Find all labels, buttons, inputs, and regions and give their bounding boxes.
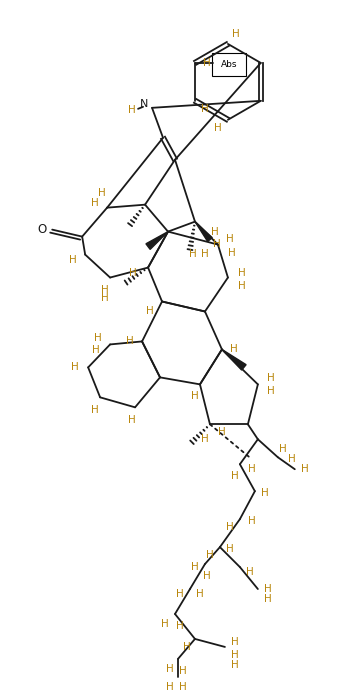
Text: H: H bbox=[211, 227, 219, 236]
Text: H: H bbox=[201, 435, 209, 444]
Text: H: H bbox=[267, 374, 275, 383]
Text: H: H bbox=[94, 333, 102, 344]
Text: H: H bbox=[166, 682, 174, 692]
Text: H: H bbox=[238, 267, 246, 278]
Text: H: H bbox=[91, 405, 99, 415]
Polygon shape bbox=[195, 222, 212, 242]
Text: H: H bbox=[226, 544, 234, 554]
Text: H: H bbox=[214, 123, 222, 133]
Text: H: H bbox=[230, 344, 238, 354]
Text: H: H bbox=[226, 234, 234, 244]
Text: H: H bbox=[191, 392, 199, 401]
Text: H: H bbox=[69, 254, 77, 265]
Text: H: H bbox=[267, 387, 275, 396]
Polygon shape bbox=[146, 231, 168, 249]
Text: H: H bbox=[226, 522, 234, 532]
Text: H: H bbox=[246, 567, 254, 577]
Text: H: H bbox=[126, 336, 134, 346]
Text: H: H bbox=[161, 619, 169, 629]
Text: H: H bbox=[264, 584, 272, 594]
Text: H: H bbox=[213, 238, 221, 249]
Text: H: H bbox=[203, 571, 211, 581]
Text: Abs: Abs bbox=[221, 60, 237, 69]
Text: H: H bbox=[183, 642, 191, 652]
FancyBboxPatch shape bbox=[211, 53, 246, 76]
Text: H: H bbox=[206, 550, 214, 560]
Text: H: H bbox=[128, 415, 136, 426]
Text: H: H bbox=[101, 292, 109, 303]
Text: H: H bbox=[196, 589, 204, 599]
Text: H: H bbox=[232, 29, 240, 39]
Text: H: H bbox=[71, 362, 79, 372]
Text: H: H bbox=[288, 454, 296, 464]
Text: H: H bbox=[166, 664, 174, 674]
Text: H: H bbox=[179, 666, 187, 676]
Text: H: H bbox=[176, 621, 184, 631]
Text: H: H bbox=[248, 516, 256, 526]
Text: H: H bbox=[228, 247, 236, 258]
Text: H: H bbox=[201, 249, 209, 258]
Polygon shape bbox=[222, 349, 246, 370]
Text: H: H bbox=[218, 428, 226, 437]
Text: H: H bbox=[203, 58, 211, 68]
Text: H: H bbox=[231, 637, 239, 647]
Text: H: H bbox=[201, 104, 209, 114]
Text: H: H bbox=[231, 471, 239, 481]
Text: H: H bbox=[231, 660, 239, 670]
Text: H: H bbox=[91, 198, 99, 208]
Text: H: H bbox=[101, 285, 109, 295]
Text: H: H bbox=[98, 188, 106, 198]
Text: H: H bbox=[231, 650, 239, 660]
Text: O: O bbox=[38, 223, 47, 236]
Text: H: H bbox=[248, 464, 256, 474]
Text: N: N bbox=[140, 99, 148, 109]
Text: H: H bbox=[301, 464, 309, 474]
Text: H: H bbox=[238, 281, 246, 290]
Text: H: H bbox=[128, 105, 136, 115]
Text: H: H bbox=[279, 444, 287, 454]
Text: H: H bbox=[179, 682, 187, 692]
Text: H: H bbox=[191, 562, 199, 572]
Text: H: H bbox=[261, 488, 269, 498]
Text: H: H bbox=[129, 267, 137, 278]
Text: H: H bbox=[92, 345, 100, 356]
Text: H: H bbox=[189, 249, 197, 258]
Text: H: H bbox=[146, 306, 154, 317]
Text: H: H bbox=[176, 589, 184, 599]
Text: H: H bbox=[264, 594, 272, 604]
